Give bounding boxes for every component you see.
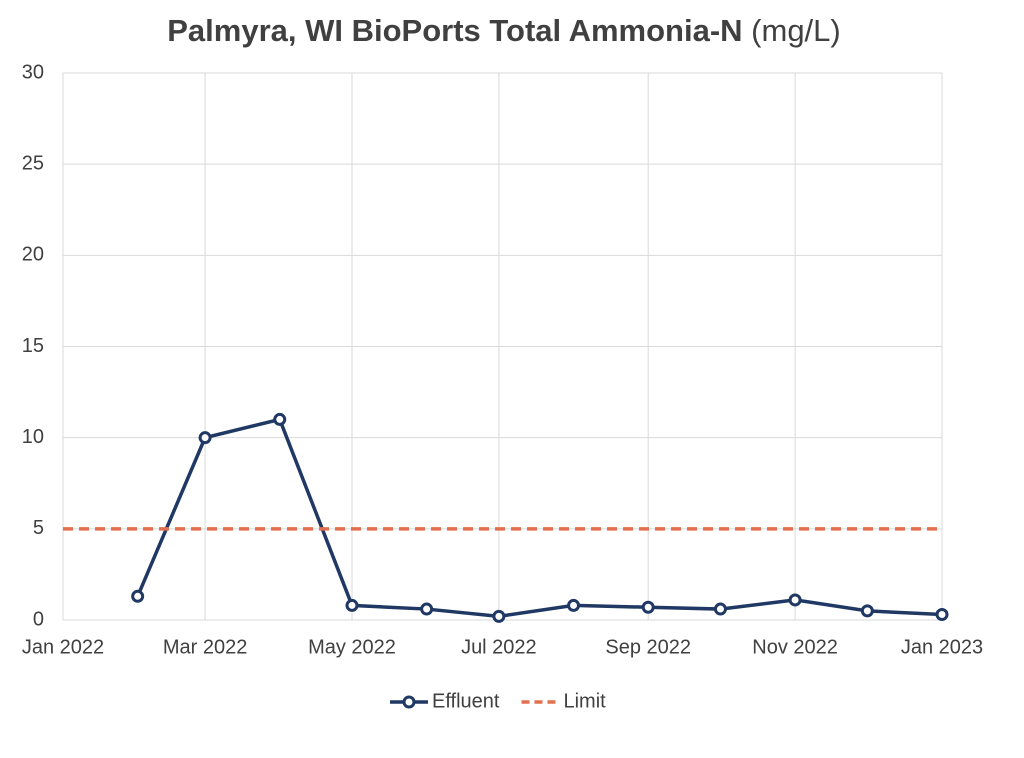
- y-tick-label: 20: [22, 244, 44, 266]
- y-tick-label: 10: [22, 426, 44, 448]
- data-point: [345, 598, 359, 612]
- y-tick-label: 15: [22, 335, 44, 357]
- x-tick-label: Jul 2022: [461, 636, 537, 658]
- data-point: [131, 589, 145, 603]
- legend-label: Limit: [563, 690, 606, 712]
- data-point: [273, 412, 287, 426]
- legend-label: Effluent: [432, 690, 500, 712]
- chart-title: Palmyra, WI BioPorts Total Ammonia-N (mg…: [167, 13, 841, 48]
- x-tick-label: Mar 2022: [163, 636, 248, 658]
- x-tick-label: Jan 2023: [901, 636, 983, 658]
- title-units: (mg/L): [751, 13, 841, 48]
- y-tick-label: 25: [22, 152, 44, 174]
- series-line: [136, 417, 943, 619]
- legend-marker: [402, 695, 416, 709]
- y-tick-label: 30: [22, 61, 44, 83]
- legend: Effluent Limit: [390, 690, 606, 712]
- title-main: Palmyra, WI BioPorts Total Ammonia-N: [167, 13, 742, 48]
- y-tick-label: 5: [33, 517, 44, 539]
- x-tick-label: May 2022: [308, 636, 396, 658]
- x-tick-label: Jan 2022: [22, 636, 104, 658]
- y-tick-label: 0: [33, 608, 44, 630]
- data-point: [713, 602, 727, 616]
- data-point: [567, 598, 581, 612]
- data-point: [788, 593, 802, 607]
- data-point: [641, 600, 655, 614]
- x-tick-label: Sep 2022: [605, 636, 691, 658]
- data-point: [860, 604, 874, 618]
- data-point: [420, 602, 434, 616]
- x-tick-label: Nov 2022: [752, 636, 838, 658]
- data-point: [198, 431, 212, 445]
- data-point: [935, 608, 949, 622]
- data-point: [492, 609, 506, 623]
